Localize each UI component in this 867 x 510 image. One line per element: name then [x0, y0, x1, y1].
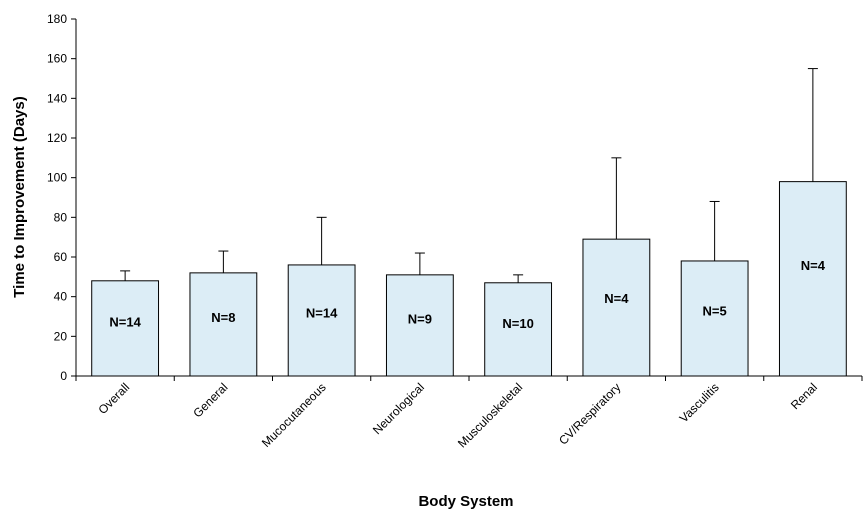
bar [582, 238, 651, 377]
bar [287, 264, 356, 377]
y-tick-label: 80 [54, 210, 68, 224]
data-label: N=10 [502, 316, 533, 331]
x-tick-label: General [190, 380, 230, 420]
data-label: N=4 [604, 291, 629, 306]
bar [91, 280, 160, 377]
bar [778, 181, 847, 377]
axes-layer [71, 18, 863, 381]
data-label: N=4 [801, 258, 826, 273]
y-tick-label: 60 [54, 250, 68, 264]
x-tick-label: CV/Respiratory [556, 380, 623, 447]
x-tick-label: Renal [788, 380, 820, 412]
y-tick-label: 180 [47, 12, 67, 26]
data-label: N=14 [306, 306, 338, 321]
bar [484, 282, 553, 377]
x-tick-label: Vasculitis [677, 380, 722, 425]
data-label: N=9 [408, 311, 432, 326]
y-axis-title: Time to Improvement (Days) [11, 96, 28, 297]
y-tick-label: 40 [54, 290, 68, 304]
labels-layer: 0 20 40 60 80 100 120 140 160 180 Overall N=14 Gener… [47, 12, 826, 450]
x-tick-label: Musculoskeletal [455, 380, 525, 450]
y-tick-label: 120 [47, 131, 67, 145]
bars-layer [91, 68, 847, 377]
x-tick-label: Overall [95, 380, 132, 417]
data-label: N=14 [109, 315, 141, 330]
y-tick-label: 140 [47, 91, 67, 105]
x-tick-label: Neurological [370, 380, 427, 437]
bar [680, 260, 749, 377]
y-tick-label: 160 [47, 52, 67, 66]
x-axis-title: Body System [418, 493, 513, 510]
data-label: N=5 [703, 303, 727, 318]
y-tick-label: 20 [54, 329, 68, 343]
y-tick-label: 100 [47, 171, 67, 185]
x-tick-label: Mucocutaneous [259, 380, 329, 450]
data-label: N=8 [211, 310, 235, 325]
y-tick-label: 0 [60, 369, 67, 383]
bar [385, 274, 454, 377]
